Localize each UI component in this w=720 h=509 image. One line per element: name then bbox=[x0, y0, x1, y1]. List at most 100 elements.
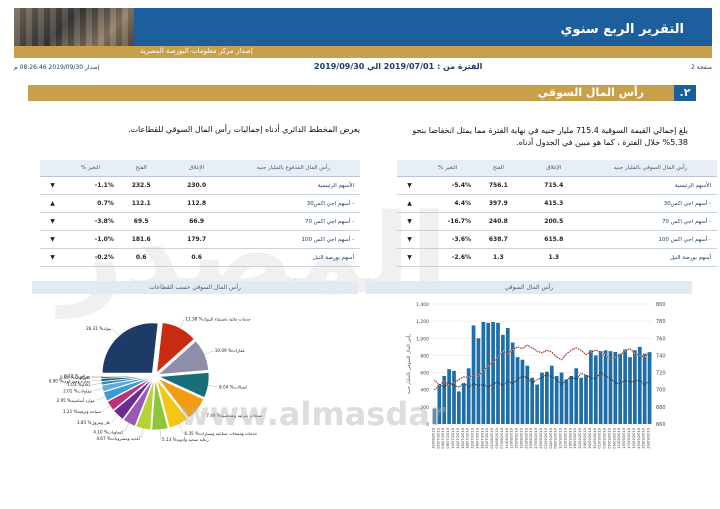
section-bar: رأس المال السوقي .٢ bbox=[28, 85, 696, 101]
chart-bar bbox=[535, 384, 539, 424]
table-row: ▲ 0.7% 112.1 112.8- أسهم اجي اكس30 bbox=[40, 194, 360, 213]
x-tick-label: 02/07/2019 bbox=[436, 427, 440, 448]
change-arrow-icon: ▼ bbox=[397, 248, 423, 267]
chart-bar bbox=[466, 368, 471, 424]
pie-slice-label: 0.60 %تكنولوجيا bbox=[60, 375, 91, 380]
chart-bar bbox=[496, 322, 500, 424]
x-tick-label: 30/09/2019 bbox=[593, 427, 597, 448]
chart-bar bbox=[559, 372, 564, 424]
x-tick-label: 05/09/2019 bbox=[607, 427, 611, 448]
series-line-1-dash bbox=[434, 344, 650, 391]
pie-leader-line bbox=[124, 421, 131, 433]
y-tick-label-left: 600 bbox=[420, 371, 429, 377]
x-tick-label: 01/09/2019 bbox=[598, 427, 602, 448]
x-tick-label: 22/09/2019 bbox=[578, 427, 582, 448]
x-tick-label: 13/08/2019 bbox=[510, 427, 514, 448]
x-tick-label: 26/09/2019 bbox=[588, 427, 592, 448]
change-arrow-icon: ▼ bbox=[40, 212, 66, 231]
close-value: 66.9 bbox=[166, 212, 227, 231]
x-tick-label: 15/09/2019 bbox=[622, 427, 626, 448]
period-range: الفترة من : 2019/07/01 الي 2019/09/30 bbox=[314, 62, 483, 71]
chart-bar bbox=[452, 370, 456, 424]
chart-bar bbox=[618, 353, 623, 424]
y-tick-label-right: 700 bbox=[656, 388, 666, 394]
report-title: التقرير الربع سنوي bbox=[560, 22, 684, 37]
chart-bar bbox=[461, 383, 466, 424]
x-tick-label: 16/09/2019 bbox=[568, 427, 572, 448]
pie-slice-label: 2.01 %مقاولات bbox=[63, 388, 92, 393]
pie-leader-line bbox=[95, 395, 108, 401]
y-tick-label-left: 1,000 bbox=[416, 336, 429, 342]
pie-leader-line bbox=[140, 426, 144, 439]
change-value: 0.7% bbox=[65, 194, 116, 213]
open-value: 112.1 bbox=[115, 194, 167, 213]
chart-bar bbox=[598, 351, 603, 424]
table-header-open: الفتح bbox=[115, 160, 167, 177]
open-value: 240.8 bbox=[473, 212, 524, 231]
x-tick-label: 25/09/2019 bbox=[642, 427, 646, 448]
chart-bar bbox=[633, 350, 637, 424]
pie-slice-label: 6.35 %خدمات ومنتجات صناعية وسيارات bbox=[184, 431, 257, 436]
table-row: ▼ -3.6% 638.7 615.8- أسهم اجي اكس 100 bbox=[397, 230, 717, 249]
open-value: 0.6 bbox=[115, 248, 167, 267]
x-tick-label: 08/09/2019 bbox=[554, 427, 558, 448]
table-row: ▼ -2.6% 1.3 1.3 أسهم بورصة النيل bbox=[397, 248, 717, 267]
change-arrow-icon: ▼ bbox=[397, 212, 423, 231]
change-arrow-icon: ▼ bbox=[40, 176, 66, 195]
chart-bar bbox=[486, 322, 491, 424]
y-tick-label-right: 740 bbox=[656, 353, 666, 359]
table-row: ▼ -3.8% 69.5 66.9- أسهم اجي اكس 70 bbox=[40, 212, 360, 231]
x-tick-label: 15/08/2019 bbox=[515, 427, 519, 448]
x-tick-label: 23/09/2019 bbox=[637, 427, 641, 448]
x-tick-label: 11/08/2019 bbox=[505, 427, 509, 448]
pie-leader-line bbox=[195, 408, 206, 416]
chart-bar bbox=[442, 376, 447, 424]
pie-leader-line bbox=[159, 427, 162, 440]
x-tick-label: 10/09/2019 bbox=[559, 427, 563, 448]
pie-slice-label: 0.12 %مرافق bbox=[64, 374, 90, 379]
pie-leader-line bbox=[92, 387, 105, 391]
pie-slice-label: 5.13 %رعاية صحية وأدوية bbox=[162, 436, 209, 442]
change-arrow-icon: ▲ bbox=[397, 194, 423, 213]
pie-leader-line bbox=[112, 328, 121, 338]
chart-bar bbox=[637, 346, 642, 424]
x-tick-label: 19/08/2019 bbox=[519, 427, 523, 448]
row-label: - أسهم اجي اكس 70 bbox=[226, 212, 360, 231]
table-header-open: الفتح bbox=[473, 160, 524, 177]
chart-bar bbox=[603, 350, 608, 424]
table-row: ▼ -1.0% 181.6 179.7- أسهم اجي اكس 100 bbox=[40, 230, 360, 249]
change-arrow-icon: ▲ bbox=[40, 194, 66, 213]
x-tick-label: 09/09/2019 bbox=[612, 427, 616, 448]
change-arrow-icon: ▼ bbox=[397, 176, 423, 195]
x-tick-label: 18/09/2019 bbox=[573, 427, 577, 448]
chart-bar bbox=[471, 325, 476, 424]
market-cap-chart-title: رأس المال السوقي bbox=[366, 281, 692, 294]
chart-bar bbox=[481, 322, 486, 424]
x-tick-label: 29/08/2019 bbox=[539, 427, 543, 448]
y-tick-label-right: 720 bbox=[656, 371, 666, 377]
pie-leader-line bbox=[202, 350, 214, 356]
issue-date: إصدار 2019/09/30 08:26:46 م bbox=[14, 64, 100, 71]
change-value: 4.4% bbox=[422, 194, 474, 213]
table-row: ▼ -1.1% 232.5 230.0 الأسهم الرئيسية bbox=[40, 176, 360, 195]
table-header-arrow bbox=[397, 160, 423, 177]
change-value: -2.6% bbox=[422, 248, 474, 267]
change-value: -16.7% bbox=[422, 212, 474, 231]
chart-bar bbox=[540, 372, 544, 424]
chart-bar bbox=[642, 353, 647, 424]
open-value: 181.6 bbox=[115, 230, 167, 249]
pie-slice-label: 3.85 %غاز وبترول bbox=[77, 420, 111, 425]
x-tick-label: 12/09/2019 bbox=[563, 427, 567, 448]
table-header-name: رأس المال السوقي بالمليار جنيه bbox=[583, 160, 717, 177]
chart-bar bbox=[584, 375, 588, 424]
x-tick-label: 17/09/2019 bbox=[627, 427, 631, 448]
y-tick-label-left: 1,200 bbox=[416, 319, 429, 325]
pie-slice-label: 26.31 %بنوك bbox=[86, 326, 111, 331]
chart-bar bbox=[545, 371, 549, 424]
close-value: 112.8 bbox=[166, 194, 227, 213]
open-value: 397.9 bbox=[473, 194, 524, 213]
x-tick-label: 01/08/2019 bbox=[490, 427, 494, 448]
row-label: - أسهم اجي اكس30 bbox=[226, 194, 360, 213]
y-axis-label-left: رأس المال السوقي بالمليار جنيه bbox=[405, 334, 412, 394]
table-row: ▼ -5.4% 756.1 715.4 الأسهم الرئيسية bbox=[397, 176, 717, 195]
